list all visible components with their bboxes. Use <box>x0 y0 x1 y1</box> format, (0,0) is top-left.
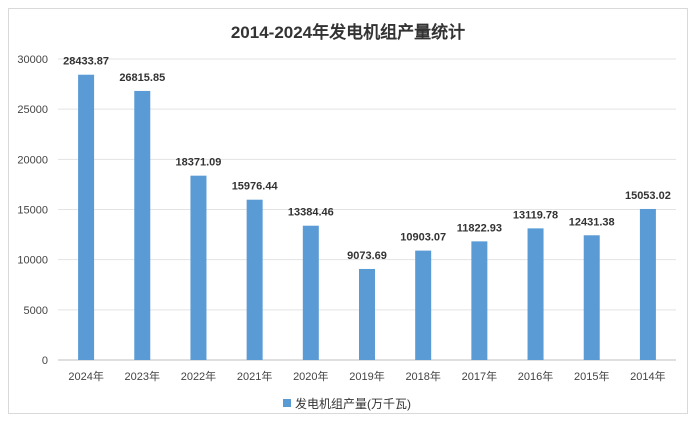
bar <box>415 250 432 360</box>
y-tick-label: 15000 <box>17 205 48 217</box>
x-tick-label: 2015年 <box>574 369 609 383</box>
y-tick-label: 10000 <box>17 255 48 267</box>
legend-label: 发电机组产量(万千瓦) <box>295 396 411 411</box>
data-label: 11822.93 <box>457 222 502 234</box>
x-tick-label: 2020年 <box>293 369 328 383</box>
chart-frame <box>8 8 688 414</box>
legend: 发电机组产量(万千瓦) <box>283 396 411 411</box>
bar <box>527 228 544 360</box>
x-tick-label: 2019年 <box>349 369 384 383</box>
data-label: 13384.46 <box>288 207 334 219</box>
bar <box>190 175 207 360</box>
data-label: 18371.09 <box>176 157 222 169</box>
data-label: 12431.38 <box>569 216 615 228</box>
data-label: 15976.44 <box>232 181 279 193</box>
bar <box>639 208 656 360</box>
y-tick-label: 20000 <box>17 154 48 166</box>
x-tick-label: 2016年 <box>518 369 553 383</box>
legend-swatch <box>283 399 291 407</box>
data-label: 28433.87 <box>63 56 109 68</box>
data-label: 9073.69 <box>347 250 387 262</box>
x-tick-label: 2017年 <box>462 369 497 383</box>
data-label: 15053.02 <box>625 190 671 202</box>
y-tick-label: 5000 <box>24 305 48 317</box>
x-tick-label: 2023年 <box>125 369 160 383</box>
y-tick-label: 25000 <box>17 104 48 116</box>
data-label: 10903.07 <box>400 232 446 244</box>
chart-title: 2014-2024年发电机组产量统计 <box>231 22 465 42</box>
x-tick-label: 2014年 <box>630 369 665 383</box>
x-tick-label: 2018年 <box>405 369 440 383</box>
x-tick-label: 2024年 <box>68 369 103 383</box>
bar <box>359 268 375 360</box>
bar <box>583 235 600 360</box>
bar <box>471 241 488 360</box>
x-tick-label: 2022年 <box>181 369 216 383</box>
y-tick-label: 30000 <box>17 54 48 66</box>
bar <box>302 225 319 360</box>
y-tick-label: 0 <box>42 355 48 367</box>
data-label: 13119.78 <box>513 209 558 221</box>
data-label: 26815.85 <box>119 72 165 84</box>
bar <box>78 74 95 360</box>
x-tick-label: 2021年 <box>237 369 272 383</box>
bar <box>134 90 151 361</box>
bar <box>246 199 263 360</box>
